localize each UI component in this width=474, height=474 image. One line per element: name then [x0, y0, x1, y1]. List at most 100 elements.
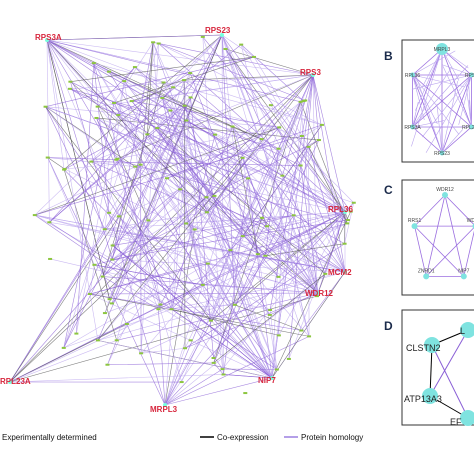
edge — [225, 48, 319, 294]
node — [436, 43, 448, 55]
panel-c-frame — [401, 179, 474, 296]
edge — [278, 127, 354, 203]
edge — [412, 48, 443, 76]
node — [276, 334, 281, 337]
edge — [158, 43, 346, 213]
node — [92, 263, 97, 266]
edge — [242, 219, 348, 237]
edge — [102, 276, 159, 310]
node — [442, 192, 448, 198]
edge — [97, 340, 273, 379]
edge — [425, 226, 474, 277]
node — [178, 188, 183, 191]
edge — [97, 101, 301, 341]
node — [220, 368, 225, 371]
edge — [214, 134, 319, 294]
edge — [112, 245, 273, 379]
node-label: WDR12 — [436, 187, 454, 193]
node — [228, 249, 233, 252]
node — [280, 174, 285, 177]
edge — [190, 97, 214, 359]
edge — [162, 97, 273, 379]
edge — [206, 126, 233, 198]
node — [223, 47, 228, 50]
edge — [301, 271, 346, 331]
node — [259, 138, 264, 141]
edge — [47, 157, 65, 170]
edge — [164, 211, 346, 406]
node — [87, 292, 92, 295]
hub-node — [8, 380, 12, 384]
node — [240, 156, 245, 159]
edge — [157, 127, 215, 197]
edge — [47, 157, 117, 161]
edge — [230, 211, 346, 251]
hub-label: RPL23A — [0, 377, 31, 386]
node — [161, 81, 166, 84]
node — [107, 298, 112, 301]
edge — [288, 74, 314, 359]
edge — [46, 39, 314, 76]
node — [146, 219, 151, 222]
node — [102, 312, 107, 315]
node — [61, 346, 66, 349]
edge — [116, 73, 191, 341]
node — [145, 133, 150, 136]
edge — [222, 202, 354, 370]
edge — [206, 196, 346, 273]
edge — [140, 43, 160, 354]
edge — [442, 66, 472, 128]
edge — [183, 80, 186, 349]
edge — [93, 62, 163, 99]
edge — [76, 81, 125, 334]
edge — [46, 39, 174, 88]
edge — [111, 220, 149, 304]
node-label: MRPL3 — [434, 47, 451, 53]
node-label: ZNRD1 — [418, 268, 435, 274]
edge — [436, 103, 443, 154]
edge — [293, 215, 319, 294]
node — [182, 79, 187, 82]
node — [221, 373, 226, 376]
legend-label: Protein homology — [301, 433, 363, 442]
panel-b-frame — [401, 39, 474, 163]
node — [95, 105, 100, 108]
edge — [89, 264, 95, 295]
edge — [414, 225, 465, 277]
edge — [414, 226, 427, 277]
edge — [412, 74, 465, 88]
edge — [265, 255, 318, 297]
node — [314, 295, 319, 298]
edge — [300, 165, 346, 273]
edge — [234, 304, 302, 331]
node-label: ATP13A3 — [404, 394, 442, 404]
edge — [46, 39, 110, 300]
edge — [166, 124, 323, 179]
edge — [425, 194, 446, 277]
node — [95, 339, 100, 342]
edge — [412, 50, 456, 76]
node — [68, 80, 73, 83]
edge — [213, 139, 320, 364]
edge — [412, 65, 469, 128]
edge — [46, 39, 65, 170]
edge — [210, 320, 273, 379]
edge — [45, 106, 280, 128]
edge — [183, 79, 348, 224]
node — [212, 194, 217, 197]
node-label: RPS3 — [465, 73, 474, 79]
edge — [225, 48, 314, 76]
edge — [94, 264, 203, 286]
edge — [202, 36, 224, 375]
edge — [9, 216, 120, 383]
node — [299, 135, 304, 138]
edge — [162, 97, 319, 294]
node — [45, 156, 50, 159]
node — [265, 225, 270, 228]
edge — [221, 34, 310, 337]
side-panels: MRPL3 RPS3 RPL23A RPS23 RPS3A RPL36 WDR12 WDR12… — [404, 43, 474, 427]
edge — [170, 110, 262, 140]
edge — [69, 74, 314, 90]
node — [246, 177, 251, 180]
